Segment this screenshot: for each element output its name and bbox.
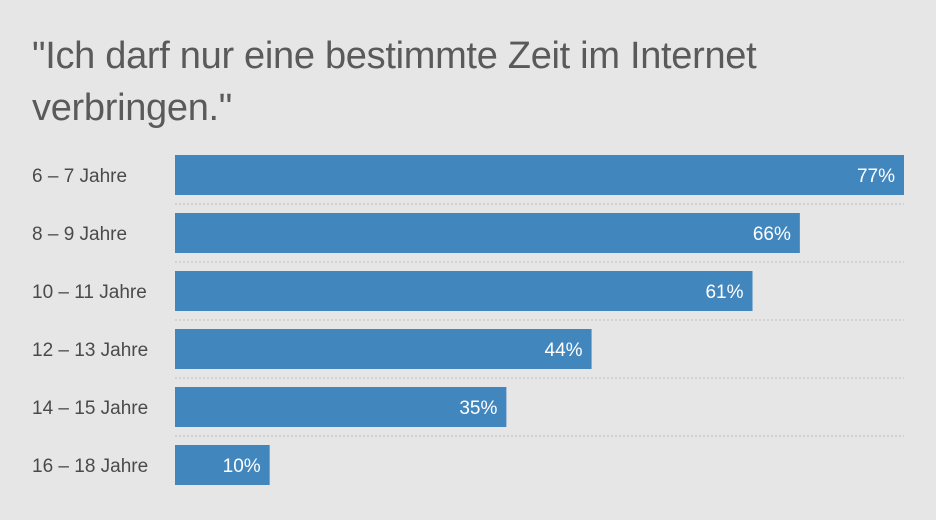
bar xyxy=(175,387,507,427)
bar xyxy=(175,445,270,485)
value-label: 77% xyxy=(857,166,895,187)
value-label: 66% xyxy=(753,224,791,245)
value-label: 35% xyxy=(459,398,497,419)
bar xyxy=(175,329,592,369)
bar xyxy=(175,271,753,311)
category-label: 8 – 9 Jahre xyxy=(32,224,127,245)
value-label: 61% xyxy=(705,282,743,303)
chart-title: "Ich darf nur eine bestimmte Zeit im Int… xyxy=(32,35,757,129)
bar xyxy=(175,213,800,253)
value-label: 44% xyxy=(545,340,583,361)
category-label: 14 – 15 Jahre xyxy=(32,398,148,419)
category-label: 10 – 11 Jahre xyxy=(32,282,147,303)
category-label: 12 – 13 Jahre xyxy=(32,340,148,361)
category-label: 6 – 7 Jahre xyxy=(32,166,127,187)
category-label: 16 – 18 Jahre xyxy=(32,456,148,477)
value-label: 10% xyxy=(223,456,261,477)
bar xyxy=(175,155,904,195)
